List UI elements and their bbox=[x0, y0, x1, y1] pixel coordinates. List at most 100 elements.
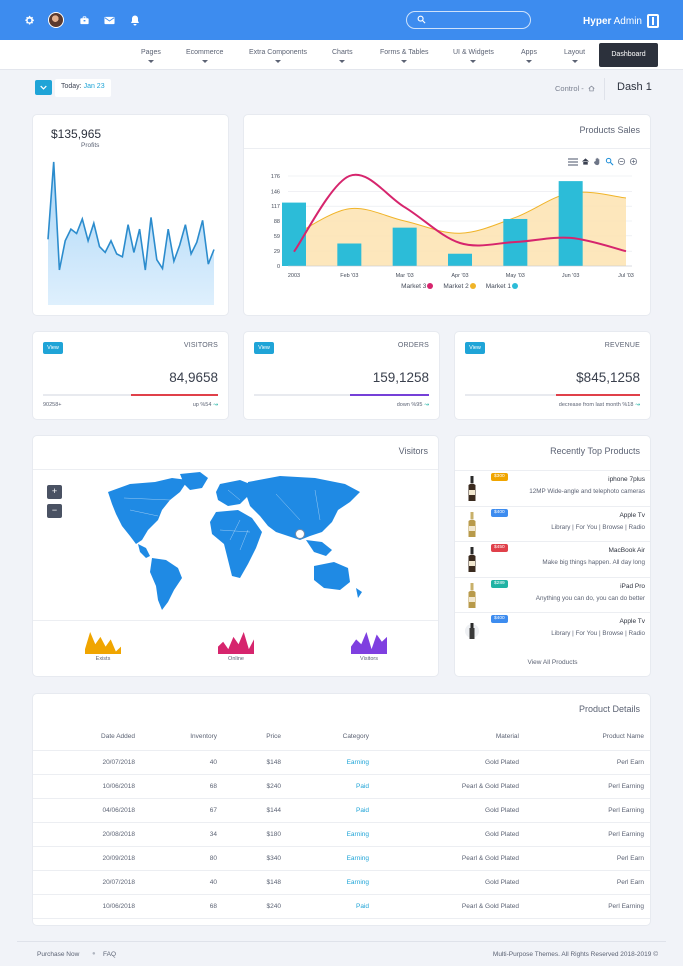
search-box[interactable] bbox=[406, 11, 531, 29]
table-row[interactable]: 10/06/2018 68 $240 Paid Pearl & Gold Plated P… bbox=[33, 894, 650, 919]
map-zoom-out-button[interactable]: − bbox=[47, 504, 62, 518]
separator-dot: ● bbox=[92, 951, 96, 957]
nav-item-dashboard[interactable]: Dashboard bbox=[599, 43, 658, 67]
sparkline-area bbox=[85, 632, 121, 654]
table-cell: 20/09/2018 bbox=[33, 846, 141, 871]
home-icon[interactable] bbox=[581, 157, 590, 166]
brand[interactable]: Hyper Admin bbox=[583, 14, 659, 28]
chevron-down-icon bbox=[147, 60, 154, 63]
briefcase-icon[interactable] bbox=[76, 12, 92, 28]
legend-item[interactable]: Market 2 bbox=[443, 283, 476, 290]
zoom-in-icon[interactable] bbox=[629, 157, 638, 166]
bell-icon[interactable] bbox=[127, 12, 143, 28]
table-cell: 10/06/2018 bbox=[33, 774, 141, 799]
stat-title: REVENUE bbox=[604, 342, 640, 349]
table-cell: Earning bbox=[287, 750, 375, 775]
divider bbox=[604, 78, 605, 100]
legend-item[interactable]: Market 3 bbox=[401, 283, 434, 290]
nav-item-charts[interactable]: Charts bbox=[332, 49, 353, 63]
progress-bar bbox=[43, 394, 218, 396]
purchase-now-link[interactable]: Purchase Now bbox=[37, 951, 80, 958]
table-row[interactable]: 20/08/2018 34 $180 Earning Gold Plated Perl E… bbox=[33, 822, 650, 847]
sparkline-area bbox=[351, 632, 387, 654]
view-button[interactable]: View bbox=[254, 342, 274, 354]
table-cell: Perl Earning bbox=[525, 822, 650, 847]
search-icon bbox=[417, 15, 426, 26]
card-title: Product Details bbox=[578, 704, 640, 714]
faq-link[interactable]: FAQ bbox=[103, 951, 117, 958]
table-cell: 10/06/2018 bbox=[33, 894, 141, 919]
column-header[interactable]: Product Name bbox=[525, 724, 650, 751]
new-zealand bbox=[356, 588, 362, 598]
avatar[interactable] bbox=[48, 12, 64, 28]
y-tick-label: 146 bbox=[271, 189, 280, 195]
product-list-item[interactable]: $400 Apple Tv Library | For You | Browse |… bbox=[455, 612, 650, 647]
nav-item-forms-tables[interactable]: Forms & Tables bbox=[380, 49, 429, 63]
table-row[interactable]: 20/07/2018 40 $148 Earning Gold Plated Perl E… bbox=[33, 870, 650, 895]
sparkline-visitors bbox=[351, 632, 387, 654]
bar-market-1[interactable] bbox=[448, 253, 472, 266]
world-map-land bbox=[108, 472, 362, 610]
price-badge: $400 bbox=[491, 508, 508, 517]
product-list-item[interactable]: $450 MacBook Air Make big things happen. A… bbox=[455, 541, 650, 576]
map-marker[interactable] bbox=[295, 529, 305, 539]
gear-icon[interactable] bbox=[21, 12, 37, 28]
nav-item-layout[interactable]: Layout bbox=[564, 49, 585, 63]
legend-item[interactable]: Market 1 bbox=[486, 283, 518, 290]
legend-marker bbox=[427, 283, 434, 289]
breadcrumb-control[interactable]: Control - bbox=[555, 84, 595, 93]
breadcrumb: Today: Jan 23 Control - Dash 1 bbox=[0, 72, 683, 106]
product-description: Library | For You | Browse | Radio bbox=[551, 523, 645, 531]
column-header[interactable]: Inventory bbox=[141, 724, 223, 751]
table-cell: Pearl & Gold Plated bbox=[375, 846, 525, 871]
footer: Purchase Now ● FAQ Multi-Purpose Themes.… bbox=[17, 941, 666, 966]
map-zoom-in-button[interactable]: + bbox=[47, 485, 62, 499]
menu-icon[interactable] bbox=[568, 157, 578, 166]
bar-market-1[interactable] bbox=[337, 243, 362, 267]
column-header[interactable]: Category bbox=[287, 724, 375, 751]
nav-label: Forms & Tables bbox=[380, 49, 429, 56]
profits-area bbox=[48, 161, 214, 305]
view-button[interactable]: View bbox=[465, 342, 485, 354]
bar-market-1[interactable] bbox=[558, 181, 583, 266]
stat-card-visitors: View VISITORS 84,9658 90258+ up %54 ↝ bbox=[32, 331, 229, 420]
nav-item-pages[interactable]: Pages bbox=[141, 49, 161, 63]
table-row[interactable]: 04/06/2018 67 $144 Paid Gold Plated Perl Earn… bbox=[33, 798, 650, 823]
table-cell: Perl Earning bbox=[525, 774, 650, 799]
column-header[interactable]: Material bbox=[375, 724, 525, 751]
column-header[interactable]: Price bbox=[223, 724, 287, 751]
price-badge: $400 bbox=[491, 615, 508, 623]
table-row[interactable]: 10/06/2018 68 $240 Paid Pearl & Gold Plated P… bbox=[33, 774, 650, 799]
nav-item-ui-widgets[interactable]: UI & Widgets bbox=[453, 49, 494, 63]
view-all-products-link[interactable]: View All Products bbox=[527, 659, 578, 666]
search-input[interactable] bbox=[433, 14, 525, 26]
bar-market-1[interactable] bbox=[282, 202, 306, 266]
price-badge: $450 bbox=[491, 544, 508, 552]
view-button[interactable]: View bbox=[43, 342, 63, 354]
nav-item-ecommerce[interactable]: Ecommerce bbox=[186, 49, 223, 63]
table-cell: 67 bbox=[141, 798, 223, 823]
table-row[interactable]: 20/07/2018 40 $148 Earning Gold Plated Perl E… bbox=[33, 750, 650, 775]
table-row[interactable]: 20/09/2018 80 $340 Earning Pearl & Gold Plat… bbox=[33, 846, 650, 871]
nav-label: Dashboard bbox=[611, 51, 646, 58]
column-header[interactable]: Date Added bbox=[33, 724, 141, 751]
product-list-item[interactable]: $289 iPad Pro Anything you can do, you can… bbox=[455, 576, 650, 612]
zoom-out-icon[interactable] bbox=[617, 157, 626, 166]
sparkline-area bbox=[218, 632, 254, 654]
product-image bbox=[468, 547, 476, 572]
profits-line bbox=[47, 161, 215, 271]
price-badge: $289 bbox=[491, 579, 508, 588]
north-america bbox=[108, 478, 188, 544]
product-list-item[interactable]: $400 Apple Tv Library | For You | Browse |… bbox=[455, 505, 650, 541]
today-date: Today: Jan 23 bbox=[55, 79, 111, 97]
pan-icon[interactable] bbox=[593, 157, 602, 166]
zoom-select-icon[interactable] bbox=[605, 157, 614, 166]
product-list-item[interactable]: $300 iphone 7plus 12MP Wide-angle and tele… bbox=[455, 470, 650, 505]
south-america bbox=[150, 558, 182, 610]
nav-label: Charts bbox=[332, 49, 353, 56]
mail-icon[interactable] bbox=[101, 12, 117, 28]
nav-item-apps[interactable]: Apps bbox=[521, 49, 537, 63]
nav-item-extra-components[interactable]: Extra Components bbox=[249, 49, 307, 63]
bar-market-1[interactable] bbox=[392, 227, 417, 266]
date-dropdown-button[interactable] bbox=[35, 80, 52, 95]
